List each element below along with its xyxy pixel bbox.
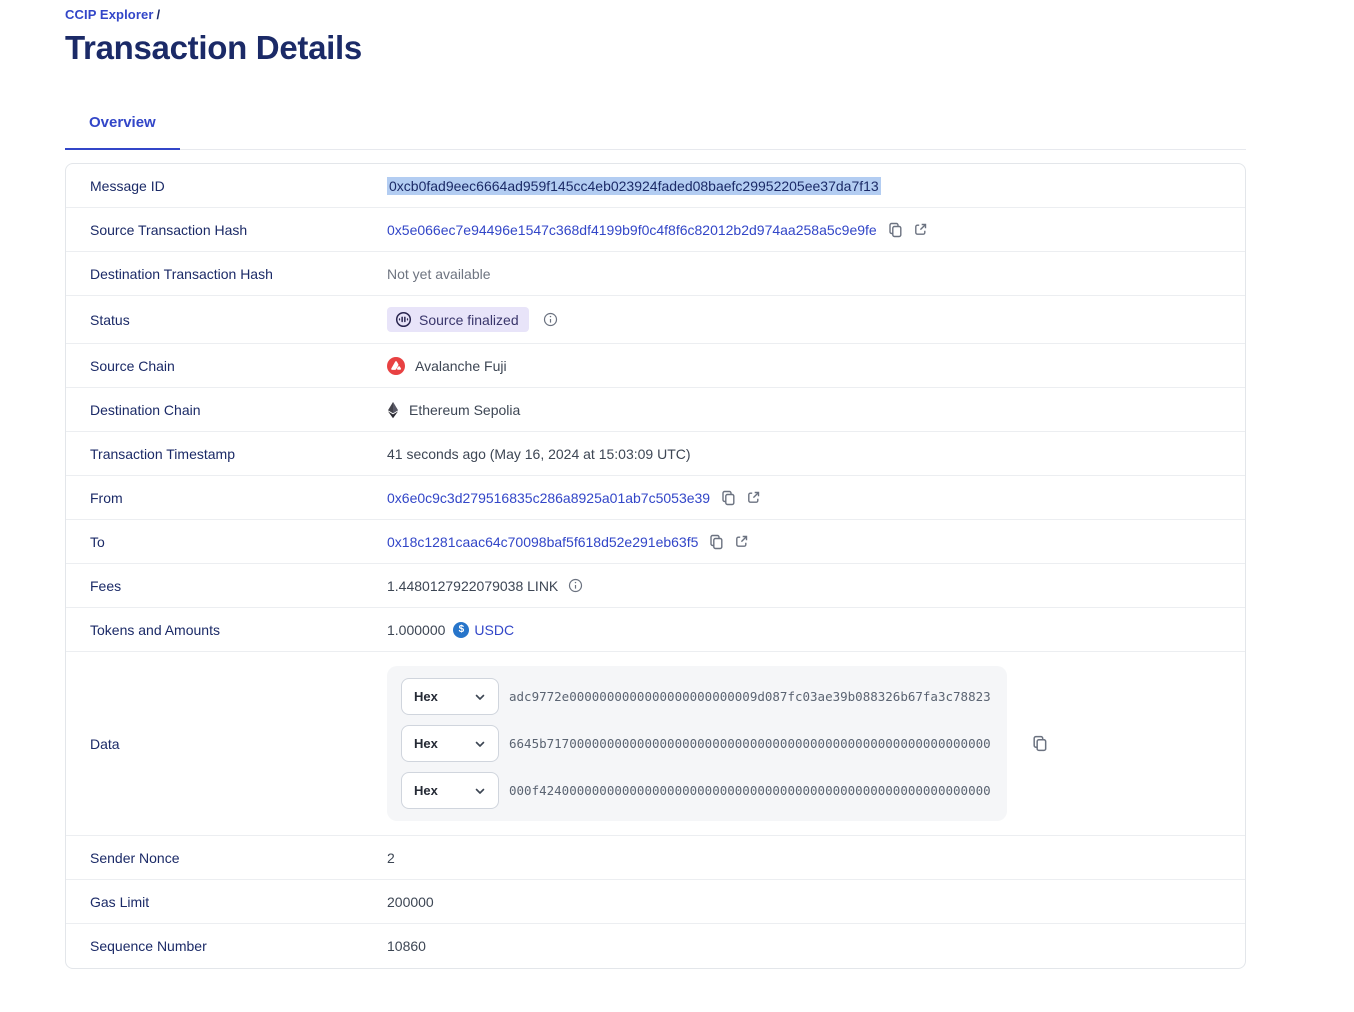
data-line: Hex adc9772e0000000000000000000000009d08… [401,678,993,715]
status-badge: Source finalized [387,307,529,332]
dest-chain-label: Destination Chain [90,401,201,418]
row-dest-tx-hash: Destination Transaction Hash Not yet ava… [66,252,1245,296]
avalanche-icon [387,356,405,375]
timestamp-label: Transaction Timestamp [90,445,235,462]
from-label: From [90,489,123,506]
token-amount: 1.000000 [387,621,446,638]
message-id-label: Message ID [90,177,165,194]
dest-tx-hash-value: Not yet available [387,265,491,282]
row-from: From 0x6e0c9c3d279516835c286a8925a01ab7c… [66,476,1245,520]
token-symbol: USDC [474,621,515,638]
external-link-icon[interactable] [746,490,761,505]
external-link-icon[interactable] [734,534,749,549]
from-address-link[interactable]: 0x6e0c9c3d279516835c286a8925a01ab7c5053e… [387,489,711,506]
fees-label: Fees [90,577,122,594]
data-line: Hex 000f42400000000000000000000000000000… [401,772,993,809]
tab-overview[interactable]: Overview [65,104,180,150]
finality-icon [395,311,412,328]
sequence-number-label: Sequence Number [90,938,207,954]
chevron-down-icon [474,785,486,797]
info-icon[interactable] [543,312,558,327]
gas-limit-value: 200000 [387,893,434,910]
message-id-value: 0xcb0fad9eec6664ad959f145cc4eb023924fade… [387,176,881,195]
to-address-link[interactable]: 0x18c1281caac64c70098baf5f618d52e291eb63… [387,533,699,550]
row-status: Status Source finalized [66,296,1245,344]
data-panel: Hex adc9772e0000000000000000000000009d08… [387,666,1007,821]
row-message-id: Message ID 0xcb0fad9eec6664ad959f145cc4e… [66,164,1245,208]
data-hex-line: 000f424000000000000000000000000000000000… [509,783,991,798]
tab-bar: Overview [65,104,1246,150]
timestamp-value: 41 seconds ago (May 16, 2024 at 15:03:09… [387,445,691,462]
source-tx-hash-link[interactable]: 0x5e066ec7e94496e1547c368df4199b9f0c4f8f… [387,221,877,238]
info-icon[interactable] [568,578,583,593]
row-dest-chain: Destination Chain Ethereum Sepolia [66,388,1245,432]
page-title: Transaction Details [65,29,362,66]
hex-format-select[interactable]: Hex [401,725,499,762]
status-badge-text: Source finalized [419,311,519,328]
token-usdc-link[interactable]: $ USDC [453,621,515,638]
external-link-icon[interactable] [913,222,928,237]
chevron-down-icon [474,691,486,703]
transaction-details-card: Message ID 0xcb0fad9eec6664ad959f145cc4e… [65,163,1246,969]
to-label: To [90,533,105,550]
fees-value: 1.4480127922079038 LINK [387,577,559,594]
data-label: Data [90,735,120,752]
source-tx-hash-label: Source Transaction Hash [90,221,248,238]
sequence-number-value: 10860 [387,938,426,954]
row-source-chain: Source Chain Avalanche Fuji [66,344,1245,388]
dest-tx-hash-label: Destination Transaction Hash [90,265,273,282]
row-tokens: Tokens and Amounts 1.000000 $ USDC [66,608,1245,652]
hex-format-select[interactable]: Hex [401,772,499,809]
transaction-details-page: CCIP Explorer / Transaction Details Overv… [65,0,1246,969]
row-sequence-number: Sequence Number 10860 [66,924,1245,968]
copy-icon[interactable] [1031,735,1048,752]
row-to: To 0x18c1281caac64c70098baf5f618d52e291e… [66,520,1245,564]
tokens-label: Tokens and Amounts [90,621,220,638]
sender-nonce-label: Sender Nonce [90,849,180,866]
row-timestamp: Transaction Timestamp 41 seconds ago (Ma… [66,432,1245,476]
breadcrumb-separator: / [156,7,161,22]
source-chain-label: Source Chain [90,357,175,374]
usdc-icon: $ [453,621,470,638]
row-gas-limit: Gas Limit 200000 [66,880,1245,924]
breadcrumb: CCIP Explorer / [65,7,1246,22]
hex-format-select[interactable]: Hex [401,678,499,715]
copy-icon[interactable] [720,490,736,506]
row-sender-nonce: Sender Nonce 2 [66,836,1245,880]
status-label: Status [90,311,130,328]
dest-chain-name: Ethereum Sepolia [409,401,521,418]
copy-icon[interactable] [708,534,724,550]
row-data: Data Hex adc9772e00000000000000000000000… [66,652,1245,836]
breadcrumb-link-ccip-explorer[interactable]: CCIP Explorer [65,7,154,22]
chevron-down-icon [474,738,486,750]
data-hex-line: adc9772e0000000000000000000000009d087fc0… [509,689,991,704]
ethereum-icon [387,401,399,419]
row-fees: Fees 1.4480127922079038 LINK [66,564,1245,608]
sender-nonce-value: 2 [387,849,395,866]
copy-icon[interactable] [887,222,903,238]
data-hex-line: 6645b71700000000000000000000000000000000… [509,736,991,751]
data-line: Hex 6645b7170000000000000000000000000000… [401,725,993,762]
gas-limit-label: Gas Limit [90,893,150,910]
source-chain-name: Avalanche Fuji [415,357,507,374]
row-source-tx-hash: Source Transaction Hash 0x5e066ec7e94496… [66,208,1245,252]
